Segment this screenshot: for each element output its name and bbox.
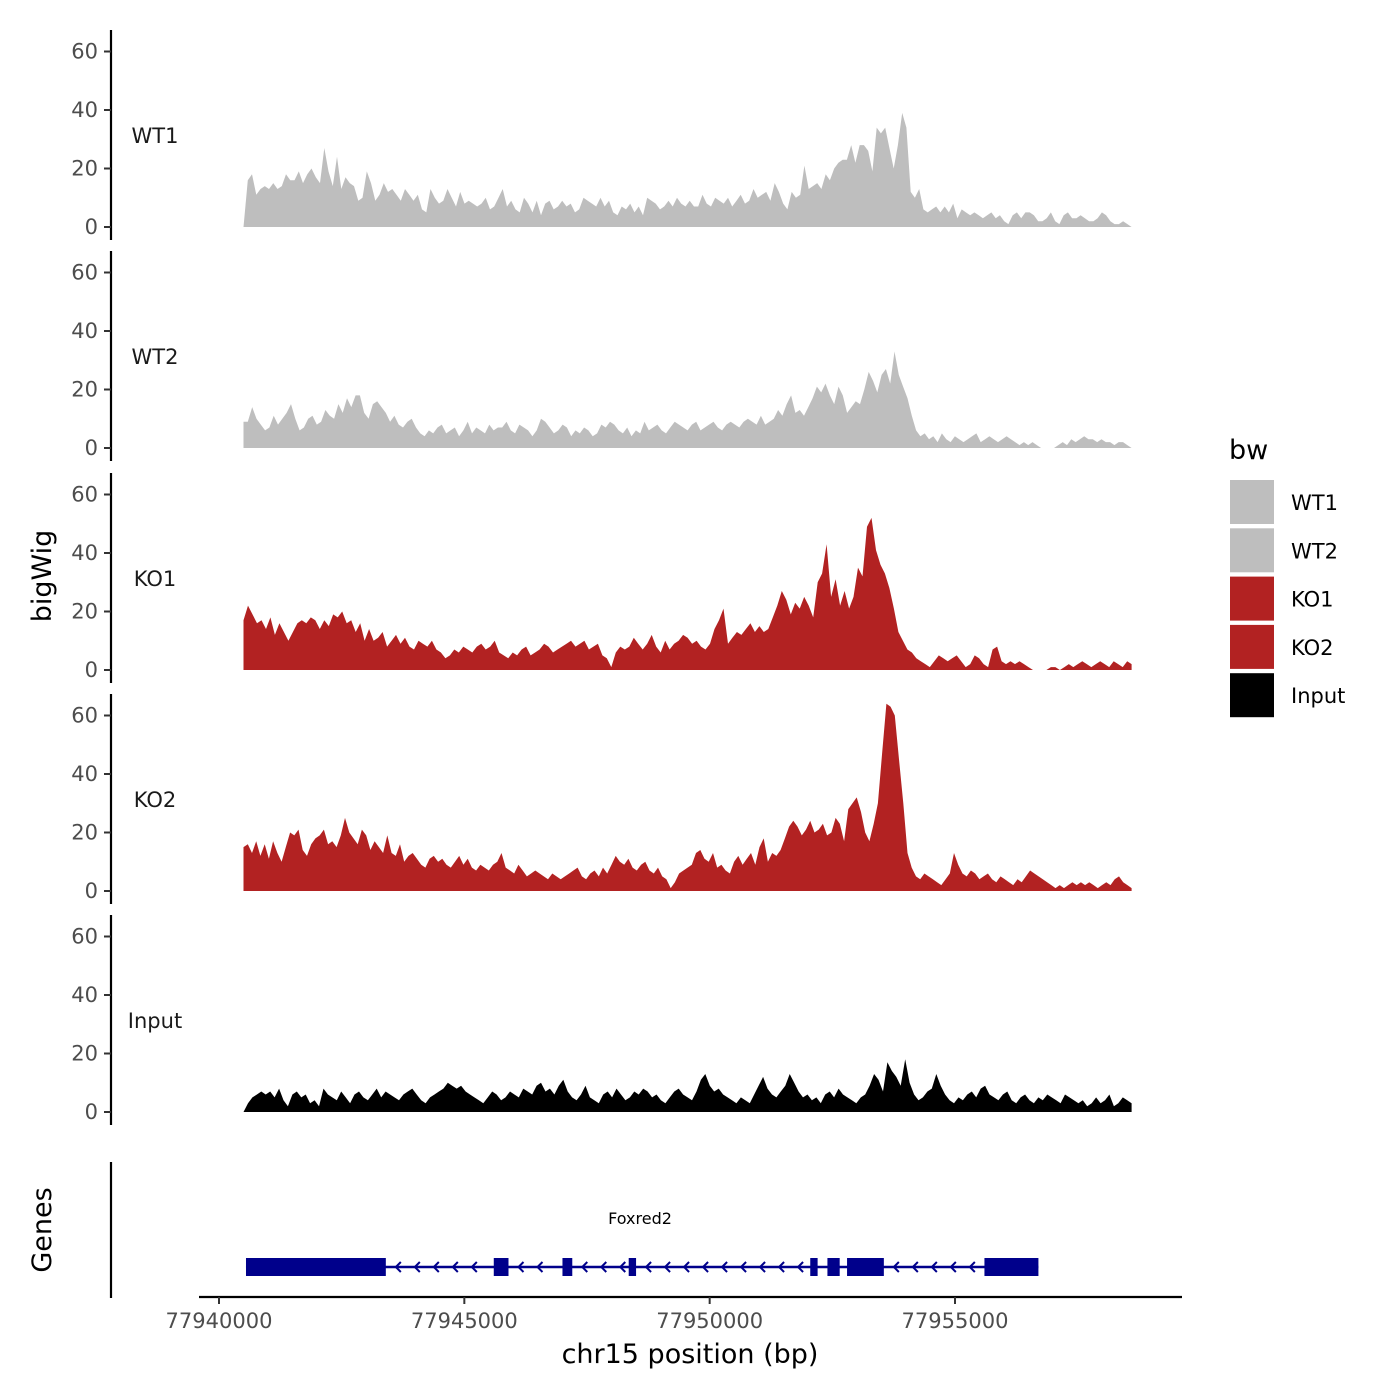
y-tick-label: 20 — [71, 378, 98, 402]
track-wt2: 0 20 40 60 WT2 — [71, 251, 1132, 461]
y-tick-label: 60 — [71, 261, 98, 285]
x-axis-title: chr15 position (bp) — [562, 1339, 819, 1370]
track-input: 0 20 40 60 Input — [71, 915, 1132, 1125]
legend: bw WT1 WT2 KO1 KO2 Input — [1229, 435, 1345, 718]
strand-arrow — [580, 1261, 588, 1273]
y-tick-label: 40 — [71, 98, 98, 122]
legend-items: WT1 WT2 KO1 KO2 Input — [1230, 480, 1345, 718]
track-label: WT1 — [132, 124, 179, 148]
strand-arrow — [930, 1261, 938, 1273]
strand-arrow — [949, 1261, 957, 1273]
strand-arrow — [536, 1261, 544, 1273]
strand-arrow — [701, 1261, 709, 1273]
y-tick-label: 0 — [85, 879, 98, 903]
legend-label: KO2 — [1291, 636, 1334, 660]
x-tick-label: 77945000 — [411, 1309, 518, 1333]
gene-exon — [984, 1258, 1039, 1276]
gene-exon — [628, 1258, 637, 1276]
y-tick-label: 20 — [71, 1042, 98, 1066]
strand-arrow — [758, 1261, 766, 1273]
gene-label: Foxred2 — [608, 1209, 672, 1228]
y-tick-label: 60 — [71, 483, 98, 507]
strand-arrow — [470, 1261, 478, 1273]
strand-arrow — [720, 1261, 728, 1273]
y-tick-label: 20 — [71, 600, 98, 624]
x-tick-label: 77940000 — [166, 1309, 273, 1333]
coverage-area-ko2 — [243, 703, 1132, 891]
strand-arrow — [394, 1261, 402, 1273]
strand-arrow — [599, 1261, 607, 1273]
strand-arrow — [968, 1261, 976, 1273]
y-tick-label: 0 — [85, 1100, 98, 1124]
track-label: KO1 — [134, 567, 177, 591]
y-tick-label: 20 — [71, 821, 98, 845]
strand-arrow — [432, 1261, 440, 1273]
track-wt1: 0 20 40 60 WT1 — [71, 30, 1132, 240]
genes-axis-title: Genes — [27, 1187, 58, 1272]
legend-label: KO1 — [1291, 588, 1334, 612]
gene-exon — [493, 1258, 509, 1276]
gene-exon — [810, 1258, 818, 1276]
gene-model — [245, 1258, 1039, 1276]
gene-exon — [562, 1258, 573, 1276]
strand-arrow — [777, 1261, 785, 1273]
y-tick-label: 0 — [85, 658, 98, 682]
x-ticks: 77940000 77945000 77950000 77955000 — [166, 1297, 1009, 1333]
legend-label: Input — [1291, 684, 1345, 708]
genes-track: Genes Foxred2 — [27, 1162, 1039, 1298]
track-label: WT2 — [132, 345, 179, 369]
y-tick-label: 40 — [71, 762, 98, 786]
coverage-tracks: 0 20 40 60 WT1 0 20 40 60 WT2 0 20 40 60 KO1 0 20 40 60 KO2… — [71, 30, 1132, 1125]
strand-arrow — [682, 1261, 690, 1273]
y-tick-label: 60 — [71, 40, 98, 64]
strand-arrow — [413, 1261, 421, 1273]
strand-arrow — [663, 1261, 671, 1273]
y-tick-label: 0 — [85, 436, 98, 460]
x-tick-label: 77950000 — [656, 1309, 763, 1333]
coverage-area-wt1 — [243, 112, 1132, 227]
strand-arrow — [517, 1261, 525, 1273]
strand-arrow — [892, 1261, 900, 1273]
track-label: KO2 — [134, 788, 177, 812]
track-label: Input — [128, 1009, 182, 1033]
coverage-area-input — [243, 1059, 1132, 1112]
y-tick-label: 20 — [71, 157, 98, 181]
y-tick-label: 60 — [71, 925, 98, 949]
y-tick-label: 40 — [71, 983, 98, 1007]
y-tick-label: 40 — [71, 319, 98, 343]
strand-arrow — [618, 1261, 626, 1273]
y-tick-label: 40 — [71, 541, 98, 565]
strand-arrow — [451, 1261, 459, 1273]
legend-label: WT2 — [1291, 539, 1338, 563]
legend-swatch-wt2 — [1230, 528, 1274, 573]
y-axis-title: bigWig — [27, 530, 58, 623]
legend-swatch-ko2 — [1230, 624, 1274, 669]
x-tick-label: 77955000 — [902, 1309, 1009, 1333]
track-ko2: 0 20 40 60 KO2 — [71, 694, 1132, 904]
coverage-area-wt2 — [243, 351, 1132, 448]
strand-arrow — [644, 1261, 652, 1273]
gene-exon — [827, 1258, 840, 1276]
coverage-area-ko1 — [243, 517, 1132, 670]
legend-title: bw — [1229, 435, 1268, 466]
y-tick-label: 60 — [71, 704, 98, 728]
track-ko1: 0 20 40 60 KO1 — [71, 473, 1132, 683]
legend-swatch-ko1 — [1230, 576, 1274, 621]
legend-swatch-input — [1230, 673, 1274, 718]
gene-exon — [245, 1258, 386, 1276]
strand-arrow — [796, 1261, 804, 1273]
legend-swatch-wt1 — [1230, 480, 1274, 524]
x-axis: 77940000 77945000 77950000 77955000 chr15 p… — [166, 1295, 1182, 1370]
strand-arrow — [911, 1261, 919, 1273]
legend-label: WT1 — [1291, 491, 1338, 515]
gene-exon — [847, 1258, 884, 1276]
strand-arrow — [739, 1261, 747, 1273]
y-tick-label: 0 — [85, 215, 98, 239]
